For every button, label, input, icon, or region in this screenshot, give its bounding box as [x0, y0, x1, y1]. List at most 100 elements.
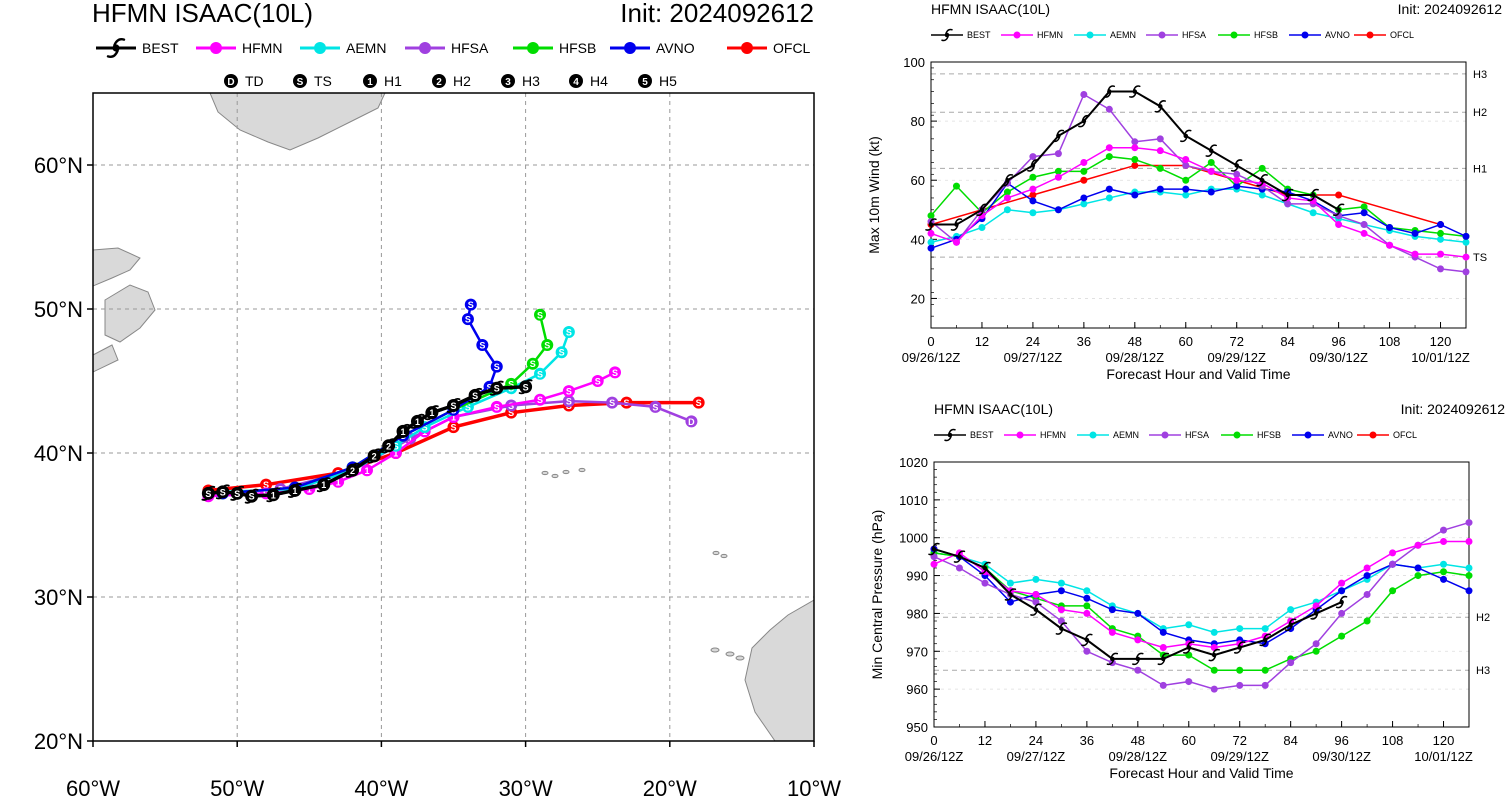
data-point: [1335, 221, 1343, 229]
y-axis-label: Max 10m Wind (kt): [866, 136, 882, 253]
track-point-glyph: S: [566, 328, 572, 338]
plot-frame: [930, 61, 1467, 329]
hurricane-symbol-icon: [1230, 159, 1243, 172]
intensity-key-ts: S TS: [293, 73, 332, 89]
data-point: [1054, 173, 1062, 181]
data-point: [1003, 188, 1011, 196]
hurricane-symbol-icon: [1332, 203, 1345, 217]
x-date-label: 09/30/12Z: [1312, 749, 1371, 764]
y-tick-label: 990: [906, 569, 928, 584]
track-point-glyph: S: [508, 401, 514, 411]
x-tick-label: 0: [927, 334, 934, 349]
data-point: [978, 212, 986, 220]
x-tick-label: 36: [1077, 334, 1091, 349]
track-point: S: [692, 396, 705, 409]
hurricane-arm: [1281, 196, 1290, 202]
data-point: [1437, 250, 1445, 258]
track-point-glyph: 1: [271, 490, 276, 500]
track-point: S: [649, 400, 662, 413]
data-point: [1159, 644, 1167, 651]
track-point: S: [555, 346, 568, 359]
lon-tick-label: 40°W: [354, 776, 408, 800]
data-point: [1338, 579, 1346, 587]
hurricane-symbol-icon: [941, 28, 953, 42]
map-legend-aemn: AEMN: [300, 40, 386, 56]
data-point: [1108, 606, 1116, 614]
track-point-marker: [649, 400, 662, 413]
data-point: [1261, 681, 1269, 689]
y-tick-label: 960: [906, 682, 928, 697]
chart-legend-best: BEST: [934, 428, 994, 442]
track-point-glyph: S: [537, 369, 543, 379]
hurricane-arm: [1208, 656, 1216, 662]
series-line: [930, 155, 1467, 238]
data-point: [1258, 191, 1266, 199]
data-point: [1207, 158, 1215, 166]
series-line: [930, 146, 1467, 258]
hurricane-arm: [1107, 85, 1116, 91]
intensity-glyph-letter: S: [297, 77, 304, 88]
legend-marker: [1369, 431, 1377, 439]
data-point: [1156, 135, 1164, 143]
data-point: [1057, 579, 1065, 587]
hurricane-symbol-icon: [1208, 648, 1220, 662]
hurricane-symbol-icon: [950, 218, 963, 231]
hurricane-arm: [1230, 166, 1239, 172]
track-point-marker: [346, 463, 360, 477]
hurricane-arm: [945, 28, 953, 34]
data-point: [1363, 617, 1371, 625]
hurricane-symbol-icon: [928, 542, 940, 556]
track-point-glyph: S: [523, 382, 529, 392]
series-hfsa: [930, 519, 1473, 693]
hurricane-arm: [1158, 100, 1167, 106]
track-point: S: [591, 375, 604, 387]
track-point: S: [534, 393, 547, 406]
intensity-key-h1: 1 H1: [363, 73, 402, 89]
map-legend: BEST HFMN AEMN HFSA HFSB AVNO OFCL: [96, 38, 811, 58]
chart-legend-aemn: AEMN: [1077, 430, 1139, 440]
reference-line-label: TS: [1473, 252, 1487, 264]
data-point: [1386, 241, 1394, 249]
data-point: [1134, 666, 1142, 674]
track-point-glyph: S: [468, 300, 474, 310]
data-point: [1159, 681, 1167, 689]
legend-label: HFMN: [1040, 430, 1066, 440]
intensity-glyph-icon: [638, 74, 652, 88]
data-point: [1236, 681, 1244, 689]
x-tick-label: 48: [1131, 733, 1145, 748]
track-point: S: [201, 485, 216, 501]
hurricane-symbol-icon: [976, 203, 988, 217]
track-point-marker: [490, 360, 503, 373]
track-point-glyph: S: [494, 362, 500, 372]
track-point: S: [244, 488, 259, 504]
hurricane-arm: [925, 225, 933, 231]
track-point-marker: [447, 421, 460, 434]
data-point: [1440, 538, 1448, 545]
data-point: [1462, 232, 1470, 240]
data-point: [1389, 560, 1397, 568]
hurricane-symbol-icon: [1259, 633, 1271, 647]
data-point: [1440, 560, 1448, 568]
map-legend-hfsb: HFSB: [513, 40, 596, 56]
track-point: S: [562, 395, 575, 408]
track-point-marker: [541, 339, 554, 351]
intensity-label: H1: [384, 73, 402, 89]
track-point-glyph: S: [508, 408, 514, 418]
track-point: S: [260, 478, 273, 491]
hurricane-arm: [979, 569, 987, 575]
data-point: [1233, 170, 1241, 178]
track-point-glyph: S: [696, 398, 702, 408]
azores-island: [578, 467, 586, 473]
data-point: [1032, 591, 1040, 598]
canary-island: [735, 655, 745, 661]
legend-marker: [1086, 31, 1094, 39]
hurricane-arm: [1085, 633, 1093, 639]
data-point: [1182, 185, 1190, 193]
hurricane-arm: [1237, 641, 1246, 647]
data-point: [1054, 167, 1062, 175]
data-point: [1360, 209, 1368, 217]
reference-line-label: H2: [1473, 107, 1487, 119]
data-point: [1462, 253, 1470, 261]
data-point: [927, 212, 935, 220]
track-point-glyph: 1: [336, 477, 341, 487]
